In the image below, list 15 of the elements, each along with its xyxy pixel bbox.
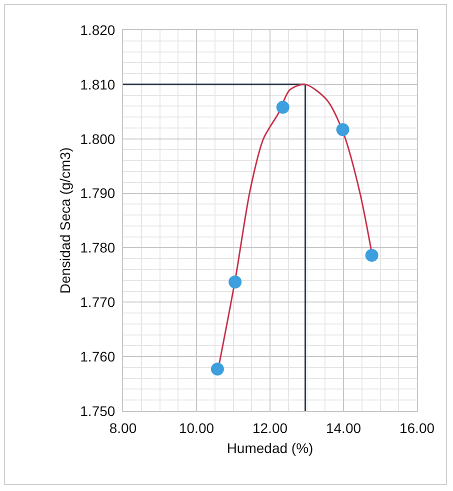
y-tick-label: 1.810 <box>80 76 116 92</box>
x-tick-label: 8.00 <box>109 420 137 436</box>
x-tick-label: 12.00 <box>252 420 288 436</box>
x-tick-label: 10.00 <box>178 420 214 436</box>
y-tick-label: 1.750 <box>80 402 116 419</box>
y-tick-label: 1.820 <box>80 22 116 38</box>
y-tick-label: 1.800 <box>80 130 116 147</box>
y-tick-label: 1.780 <box>80 240 116 256</box>
y-tick-label: 1.770 <box>80 294 116 310</box>
y-tick-label: 1.790 <box>80 185 116 202</box>
y-tick-label: 1.760 <box>80 348 116 364</box>
x-tick-label: 14.00 <box>326 420 362 436</box>
x-axis-title: Humedad (%) <box>226 440 314 456</box>
x-tick-label: 16.00 <box>399 420 435 436</box>
y-axis-title: Densidad Seca (g/cm3) <box>56 147 73 294</box>
